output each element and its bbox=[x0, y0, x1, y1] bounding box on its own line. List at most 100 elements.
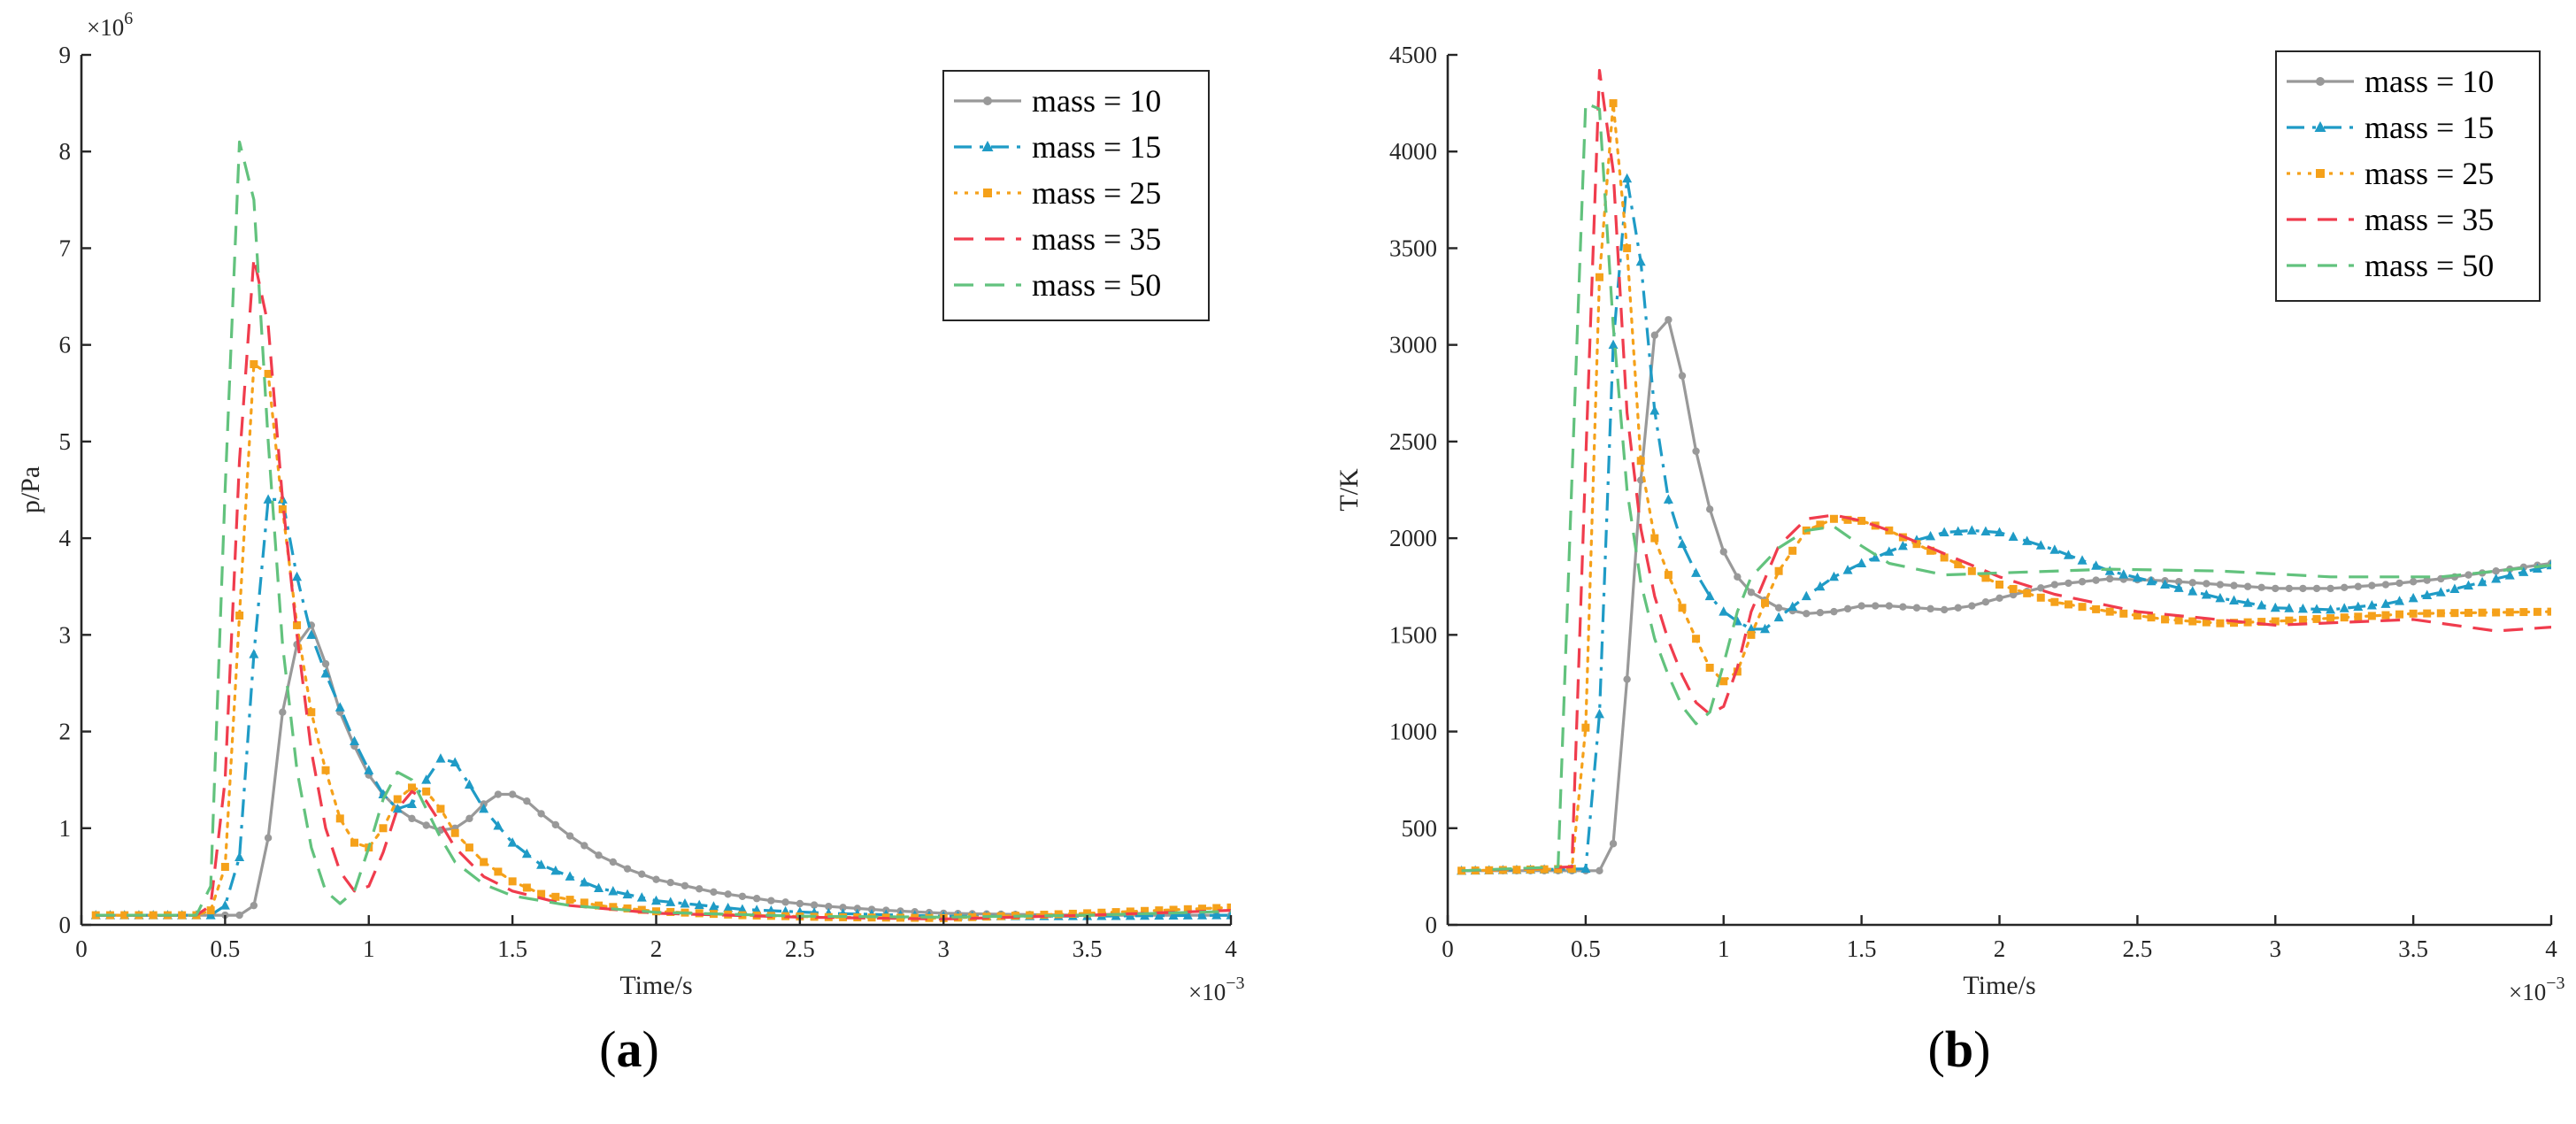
data-point bbox=[1803, 610, 1811, 618]
data-point bbox=[2009, 584, 2018, 593]
y-axis-title: T/K bbox=[1334, 468, 1364, 512]
data-point bbox=[1169, 905, 1178, 914]
data-point bbox=[2216, 619, 2225, 627]
y-tick-label: 2000 bbox=[1389, 525, 1437, 551]
data-point bbox=[1885, 602, 1893, 610]
data-point bbox=[1678, 604, 1687, 612]
y-tick-label: 6 bbox=[59, 332, 72, 358]
data-point bbox=[1665, 316, 1672, 324]
data-point bbox=[450, 757, 460, 767]
series-1 bbox=[1457, 316, 2551, 875]
data-point bbox=[2408, 592, 2418, 603]
series-line bbox=[1461, 101, 2551, 873]
y-axis-title: p/Pa bbox=[16, 466, 45, 513]
data-point bbox=[1719, 677, 1728, 686]
y-exponent: ×106 bbox=[87, 9, 133, 41]
data-point bbox=[1857, 558, 1867, 568]
data-point bbox=[2077, 555, 2088, 565]
data-point bbox=[1512, 866, 1521, 874]
data-point bbox=[2257, 618, 2266, 627]
data-point bbox=[1981, 574, 1990, 582]
series-line bbox=[96, 256, 1231, 921]
data-point bbox=[651, 895, 661, 905]
data-point bbox=[2422, 589, 2433, 600]
data-point bbox=[637, 905, 646, 914]
y-tick-label: 3 bbox=[59, 621, 72, 648]
data-point bbox=[350, 838, 359, 847]
data-point bbox=[2050, 581, 2059, 589]
legend-label-2: mass = 15 bbox=[2365, 110, 2494, 145]
data-point bbox=[1226, 910, 1231, 920]
x-tick-label: 2 bbox=[650, 935, 663, 962]
data-point bbox=[1691, 567, 1702, 577]
data-point bbox=[379, 824, 388, 833]
data-point bbox=[521, 848, 532, 858]
data-point bbox=[1580, 863, 1591, 874]
data-point bbox=[392, 803, 403, 813]
y-tick-label: 4 bbox=[59, 525, 72, 551]
data-point bbox=[1595, 273, 1603, 281]
y-tick-label: 4500 bbox=[1389, 42, 1437, 68]
data-point bbox=[2366, 600, 2377, 610]
data-point bbox=[2395, 579, 2403, 588]
data-point bbox=[1663, 494, 1673, 504]
data-point bbox=[2271, 617, 2280, 626]
data-point bbox=[1594, 708, 1604, 719]
data-point bbox=[1815, 581, 1826, 591]
data-point bbox=[364, 765, 374, 774]
data-point bbox=[2160, 579, 2171, 589]
data-point bbox=[2311, 604, 2322, 613]
data-point bbox=[2173, 582, 2184, 592]
data-point bbox=[1567, 865, 1576, 874]
x-exponent: ×10−3 bbox=[2509, 974, 2565, 1005]
data-point bbox=[609, 858, 617, 866]
data-point bbox=[1829, 514, 1838, 523]
data-point bbox=[696, 885, 704, 893]
data-point bbox=[2092, 576, 2100, 584]
data-point bbox=[853, 905, 862, 912]
data-point bbox=[1734, 573, 1742, 581]
data-point bbox=[435, 753, 446, 763]
data-point bbox=[1183, 905, 1192, 913]
data-point bbox=[507, 837, 518, 847]
data-point bbox=[2270, 602, 2280, 612]
data-point bbox=[2285, 584, 2294, 593]
data-point bbox=[493, 820, 504, 830]
series-4 bbox=[1461, 68, 2551, 873]
data-point bbox=[408, 814, 416, 823]
data-point bbox=[1940, 553, 1949, 562]
series-line bbox=[96, 140, 1231, 919]
data-point bbox=[320, 668, 331, 678]
series-5 bbox=[96, 140, 1231, 919]
data-point bbox=[708, 901, 719, 911]
data-point bbox=[2036, 593, 2045, 602]
data-point bbox=[292, 571, 303, 581]
data-point bbox=[1581, 723, 1590, 732]
x-tick-label: 3.5 bbox=[2398, 935, 2428, 962]
data-point bbox=[2188, 579, 2196, 587]
data-point bbox=[1635, 256, 1646, 266]
data-point bbox=[1843, 515, 1852, 524]
data-point bbox=[2409, 609, 2418, 618]
data-point bbox=[523, 797, 531, 805]
data-point bbox=[710, 888, 718, 897]
data-point bbox=[149, 911, 158, 920]
data-point bbox=[2326, 584, 2334, 593]
data-point bbox=[250, 901, 258, 910]
data-point bbox=[724, 890, 732, 898]
series-1 bbox=[92, 621, 1231, 920]
legend-label-5: mass = 50 bbox=[2365, 248, 2494, 283]
data-point bbox=[235, 851, 245, 862]
data-point bbox=[220, 862, 229, 871]
data-point bbox=[1111, 908, 1120, 917]
x-tick-label: 0 bbox=[1442, 935, 1454, 962]
data-point bbox=[1995, 594, 2003, 603]
data-point bbox=[307, 708, 316, 717]
data-point bbox=[1649, 404, 1660, 415]
data-point bbox=[2023, 589, 2032, 597]
data-point bbox=[2092, 604, 2101, 613]
data-point bbox=[796, 899, 804, 908]
data-point bbox=[1168, 910, 1179, 920]
data-point bbox=[1980, 526, 1991, 535]
data-point bbox=[508, 790, 517, 798]
